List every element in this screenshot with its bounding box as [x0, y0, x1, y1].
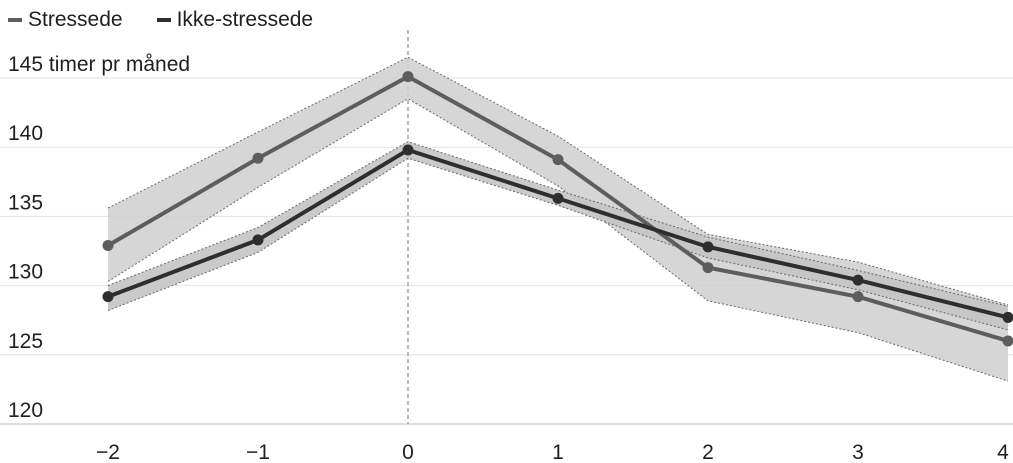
series-line-0	[106, 74, 1009, 343]
x-tick-label--2: −2	[96, 441, 120, 463]
band-0	[108, 57, 1008, 382]
band-lower-edge-0	[107, 98, 1009, 382]
series-1-point-3	[852, 274, 864, 286]
series-1-point-2	[702, 241, 714, 253]
x-tick-label-1: 1	[552, 441, 564, 463]
x-tick-label-2: 2	[702, 441, 714, 463]
y-tick-label-130: 130	[8, 261, 43, 284]
y-tick-label-140: 140	[8, 122, 43, 145]
band-1	[108, 141, 1008, 330]
legend-label-stressede: Stressede	[28, 8, 123, 31]
series-0-point-3	[852, 291, 864, 303]
legend-item-ikke-stressede: Ikke-stressede	[156, 7, 314, 33]
series-0-point-4	[1002, 335, 1013, 347]
y-tick-label-135: 135	[8, 191, 43, 214]
y-tick-label-125: 125	[8, 330, 43, 353]
legend-label-ikke-stressede: Ikke-stressede	[176, 8, 314, 31]
y-tick-label-145: 145 timer pr måned	[8, 53, 190, 76]
band-lower-edge-1	[107, 157, 1009, 331]
series-1-point-1	[552, 192, 564, 204]
y-tick-label-120: 120	[8, 399, 43, 422]
x-tick-label--1: −1	[246, 441, 270, 463]
x-tick-label-0: 0	[402, 441, 414, 463]
legend: Stressede Ikke-stressede	[8, 7, 313, 33]
legend-item-stressede: Stressede	[8, 7, 123, 33]
series-1-point--2	[102, 291, 114, 303]
series-1-point-4	[1002, 311, 1013, 323]
x-tick-label-3: 3	[852, 441, 864, 463]
series-0-point-0	[402, 71, 414, 83]
x-tick-label-4: 4	[997, 441, 1009, 463]
series-1-point-0	[402, 144, 414, 156]
series-1-point--1	[252, 234, 264, 246]
series-0-point--1	[252, 152, 264, 164]
legend-swatch-ikke-stressede	[156, 18, 171, 22]
band-upper-edge-1	[107, 141, 1009, 307]
band-upper-edge-0	[107, 56, 1009, 306]
series-0-point-1	[552, 154, 564, 166]
series-0-point--2	[102, 239, 114, 251]
series-0-point-2	[702, 262, 714, 274]
legend-swatch-stressede	[8, 18, 22, 22]
